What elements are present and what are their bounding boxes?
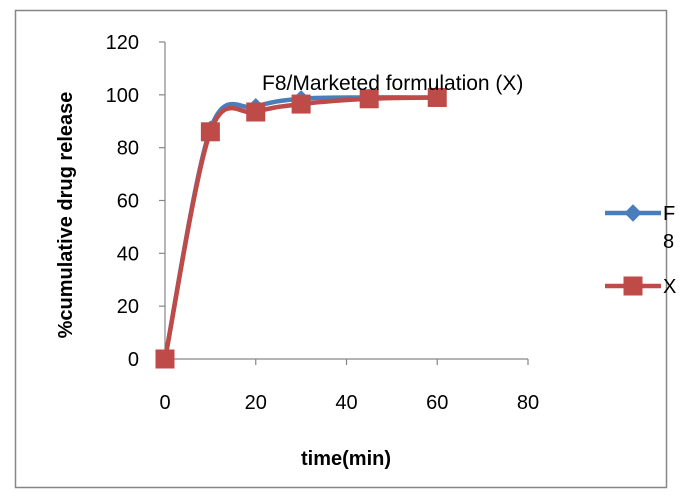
y-tick-label: 20: [117, 296, 139, 318]
legend-item-X: X: [605, 276, 676, 298]
data-point-X: [200, 122, 220, 142]
legend-marker: [623, 276, 643, 296]
x-tick-label: 80: [517, 392, 539, 414]
y-tick-label: 0: [128, 349, 139, 371]
chart-title: F8/Marketed formulation (X): [262, 72, 523, 95]
y-ticks: 0 20 40 60 80 100 120: [106, 32, 165, 371]
legend-item-F8: F8: [605, 203, 675, 253]
x-ticks: 0 20 40 60 80: [159, 359, 539, 414]
x-axis-title: time(min): [301, 448, 391, 470]
legend-marker: [624, 204, 642, 222]
x-axis: 0 20 40 60 80: [159, 358, 539, 414]
y-axis: 0 20 40 60 80 100 120: [106, 32, 166, 371]
legend-label: X: [663, 276, 676, 298]
y-axis-title: %cumulative drug release: [55, 92, 77, 339]
series-X: [155, 87, 447, 369]
data-point-X: [246, 102, 266, 122]
y-tick-label: 120: [106, 32, 139, 54]
data-point-X: [359, 89, 379, 109]
data-point-X: [291, 94, 311, 114]
x-tick-label: 60: [426, 392, 448, 414]
y-tick-label: 40: [117, 243, 139, 265]
y-tick-label: 80: [117, 138, 139, 160]
x-tick-label: 20: [245, 392, 267, 414]
x-tick-label: 40: [335, 392, 357, 414]
legend: F8X: [605, 203, 676, 298]
x-tick-label: 0: [159, 392, 170, 414]
data-point-X: [155, 349, 175, 369]
legend-label: 8: [663, 231, 674, 253]
y-tick-label: 100: [106, 85, 139, 107]
legend-label: F: [663, 203, 675, 225]
y-tick-label: 60: [117, 191, 139, 213]
chart-border: [14, 9, 668, 489]
data-point-X: [427, 87, 447, 107]
series-layer: [155, 87, 447, 369]
